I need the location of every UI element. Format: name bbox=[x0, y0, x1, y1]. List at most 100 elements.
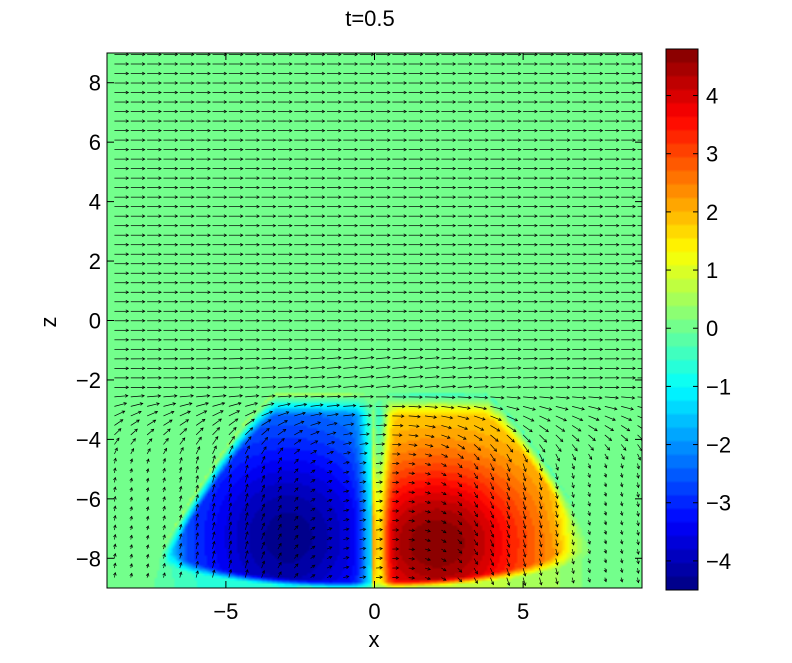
vector-arrow-head-454 bbox=[534, 176, 538, 180]
vector-arrow-head-1819 bbox=[178, 571, 183, 576]
vector-arrow-1074 bbox=[408, 357, 423, 360]
vector-arrow-head-692 bbox=[649, 243, 652, 246]
vector-arrow-head-1011 bbox=[468, 338, 473, 342]
vector-arrow-head-620 bbox=[550, 223, 555, 228]
vector-arrow-head-23 bbox=[501, 53, 506, 57]
vector-arrow-head-99 bbox=[125, 81, 130, 85]
vector-arrow-head-33 bbox=[125, 62, 130, 66]
vector-arrow-head-224 bbox=[550, 109, 555, 114]
vector-arrow-head-897 bbox=[223, 309, 228, 314]
vector-arrow-1136 bbox=[343, 376, 358, 379]
vector-arrow-head-1581 bbox=[603, 502, 608, 507]
vector-arrow-head-571 bbox=[289, 214, 293, 218]
vector-arrow-1285 bbox=[621, 415, 632, 421]
vector-arrow-head-1664 bbox=[345, 527, 350, 532]
vector-arrow-head-1289 bbox=[152, 419, 157, 423]
vector-arrow-head-483 bbox=[468, 185, 473, 190]
vector-arrow-1348 bbox=[571, 434, 580, 442]
vector-arrow-1800 bbox=[408, 567, 415, 569]
vector-arrow-1776 bbox=[555, 558, 558, 566]
vector-arrow-1307 bbox=[441, 425, 452, 429]
vector-arrow-head-1151 bbox=[599, 376, 604, 380]
vector-arrow-head-1820 bbox=[195, 570, 199, 574]
vector-arrow-1323 bbox=[163, 428, 171, 436]
vector-arrow-head-1099 bbox=[289, 366, 293, 370]
vector-arrow-1264 bbox=[277, 411, 289, 417]
vector-arrow-1596 bbox=[310, 507, 316, 512]
vector-arrow-head-153 bbox=[468, 90, 473, 95]
vector-arrow-1631 bbox=[343, 518, 349, 521]
vector-arrow-head-1546 bbox=[571, 494, 575, 499]
vector-arrow-head-1154 bbox=[649, 376, 652, 379]
vector-arrow-head-1449 bbox=[603, 464, 608, 469]
vector-arrow-head-816 bbox=[517, 281, 522, 285]
vector-arrow-head-764 bbox=[207, 271, 211, 275]
vector-arrow-head-1415 bbox=[588, 456, 593, 461]
vector-arrow-head-1186 bbox=[632, 385, 636, 390]
vector-arrow-head-323 bbox=[550, 138, 555, 142]
vector-arrow-head-905 bbox=[354, 309, 359, 314]
vector-arrow-head-1326 bbox=[216, 427, 221, 431]
vector-arrow-head-789 bbox=[616, 271, 620, 275]
vector-arrow-1216 bbox=[572, 396, 586, 399]
vector-arrow-head-352 bbox=[485, 147, 489, 152]
vector-arrow-head-904 bbox=[338, 309, 342, 314]
vector-arrow-1265 bbox=[294, 412, 306, 417]
vector-arrow-head-228 bbox=[616, 109, 620, 114]
vector-arrow-1462 bbox=[277, 467, 282, 474]
vector-arrow-head-992 bbox=[158, 338, 162, 342]
vector-arrow-head-1200 bbox=[321, 394, 325, 399]
vector-arrow-1470 bbox=[408, 472, 415, 474]
vector-arrow-head-938 bbox=[354, 319, 359, 323]
vector-arrow-head-822 bbox=[616, 281, 620, 285]
vector-arrow-head-1748 bbox=[636, 551, 640, 555]
vector-arrow-head-1611 bbox=[555, 514, 559, 519]
vector-arrow-1693 bbox=[277, 533, 282, 540]
vector-arrow-head-1337 bbox=[398, 433, 403, 437]
vector-arrow-head-706 bbox=[338, 252, 342, 256]
vector-arrow-1840 bbox=[522, 577, 526, 586]
vector-arrow-head-1507 bbox=[474, 485, 478, 489]
vector-arrow-head-524 bbox=[599, 195, 604, 199]
vector-arrow-head-1085 bbox=[599, 357, 604, 361]
vector-arrow-head-404 bbox=[256, 166, 260, 171]
vector-arrow-1234 bbox=[326, 404, 340, 407]
vector-arrow-1785 bbox=[163, 563, 166, 569]
vector-arrow-head-996 bbox=[223, 338, 228, 342]
vector-arrow-head-561 bbox=[125, 214, 130, 218]
vector-arrow-head-1306 bbox=[432, 425, 436, 429]
vector-arrow-head-349 bbox=[436, 147, 440, 152]
vector-arrow-head-1344 bbox=[511, 439, 515, 443]
vector-arrow-head-964 bbox=[240, 328, 244, 333]
vector-arrow-1624 bbox=[228, 512, 232, 521]
vector-arrow-head-201 bbox=[174, 109, 179, 114]
vector-arrow-1220 bbox=[637, 396, 642, 398]
vector-arrow-head-373 bbox=[289, 157, 293, 161]
vector-arrow-head-502 bbox=[240, 195, 244, 199]
vector-arrow-head-1716 bbox=[113, 543, 117, 548]
vector-arrow-1360 bbox=[228, 436, 235, 445]
vector-arrow-head-55 bbox=[485, 62, 489, 66]
vector-arrow-head-1549 bbox=[619, 493, 624, 498]
vector-arrow-1191 bbox=[163, 395, 177, 398]
vector-arrow-head-525 bbox=[616, 195, 620, 199]
vector-arrow-head-44 bbox=[305, 62, 309, 66]
vector-arrow-1233 bbox=[310, 404, 323, 407]
vector-arrow-1374 bbox=[457, 444, 465, 450]
vector-arrow-head-58 bbox=[534, 62, 538, 66]
vector-arrow-head-127 bbox=[583, 81, 587, 85]
vector-arrow-head-755 bbox=[599, 261, 604, 266]
vector-arrow-head-1384 bbox=[622, 447, 627, 451]
vector-arrow-1274 bbox=[441, 415, 453, 419]
vector-arrow-1240 bbox=[424, 406, 438, 408]
vector-arrow-head-220 bbox=[485, 109, 489, 114]
vector-arrow-head-1072 bbox=[387, 355, 391, 360]
vector-arrow-head-1224 bbox=[172, 402, 177, 406]
vector-arrow-head-1792 bbox=[278, 561, 282, 566]
vector-arrow-head-508 bbox=[338, 195, 342, 199]
vector-arrow-head-1771 bbox=[474, 561, 478, 565]
vector-arrow-1221 bbox=[114, 402, 127, 407]
vector-arrow-1567 bbox=[375, 500, 383, 502]
vector-arrow-1796 bbox=[343, 566, 349, 569]
vector-arrow-1297 bbox=[277, 420, 288, 426]
